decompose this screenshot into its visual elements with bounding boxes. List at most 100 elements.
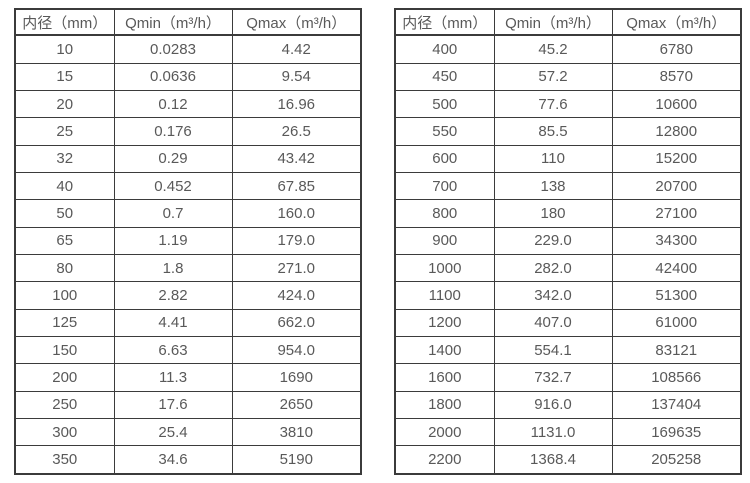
header-qmin: Qmin（m³/h） xyxy=(493,8,613,36)
table-cell: 250 xyxy=(14,390,115,419)
table-cell: 5190 xyxy=(231,445,362,475)
table-cell: 51300 xyxy=(611,281,742,310)
header-diameter: 内径（mm） xyxy=(394,8,495,36)
table-cell: 2200 xyxy=(394,445,495,475)
table-cell: 4.42 xyxy=(231,34,362,64)
header-diameter: 内径（mm） xyxy=(14,8,115,36)
table-cell: 179.0 xyxy=(231,226,362,255)
table-cell: 77.6 xyxy=(493,89,613,119)
table-row: 10 0.0283 4.42 xyxy=(14,34,362,64)
table-row: 300 25.4 3810 xyxy=(14,417,362,447)
table-row: 350 34.6 5190 xyxy=(14,445,362,475)
table-cell: 80 xyxy=(14,253,115,283)
table-cell: 2650 xyxy=(231,390,362,419)
table-cell: 25 xyxy=(14,117,115,146)
table-cell: 12800 xyxy=(611,117,742,146)
table-cell: 25.4 xyxy=(113,417,233,447)
table-row: 450 57.2 8570 xyxy=(394,62,742,91)
table-cell: 0.452 xyxy=(113,171,233,201)
table-cell: 1690 xyxy=(231,363,362,392)
table-cell: 169635 xyxy=(611,417,742,447)
table-cell: 3810 xyxy=(231,417,362,447)
table-cell: 662.0 xyxy=(231,308,362,337)
table-row: 800 180 27100 xyxy=(394,199,742,228)
table-cell: 1.19 xyxy=(113,226,233,255)
table-cell: 4.41 xyxy=(113,308,233,337)
table-row: 100 2.82 424.0 xyxy=(14,281,362,310)
table-cell: 732.7 xyxy=(493,363,613,392)
table-cell: 271.0 xyxy=(231,253,362,283)
table-row: 1200 407.0 61000 xyxy=(394,308,742,337)
table-cell: 205258 xyxy=(611,445,742,475)
table-row: 550 85.5 12800 xyxy=(394,117,742,146)
table-cell: 1131.0 xyxy=(493,417,613,447)
table-cell: 2000 xyxy=(394,417,495,447)
table-cell: 125 xyxy=(14,308,115,337)
table-row: 400 45.2 6780 xyxy=(394,34,742,64)
table-row: 2000 1131.0 169635 xyxy=(394,417,742,447)
header-qmin: Qmin（m³/h） xyxy=(113,8,233,36)
table-cell: 138 xyxy=(493,171,613,201)
table-cell: 10600 xyxy=(611,89,742,119)
flow-table-large-diameters: 内径（mm） Qmin（m³/h） Qmax（m³/h） 400 45.2 6780… xyxy=(394,8,742,475)
table-row: 2200 1368.4 205258 xyxy=(394,445,742,475)
table-row: 25 0.176 26.5 xyxy=(14,117,362,146)
table-cell: 407.0 xyxy=(493,308,613,337)
table-cell: 150 xyxy=(14,335,115,365)
table-cell: 40 xyxy=(14,171,115,201)
table-row: 40 0.452 67.85 xyxy=(14,171,362,201)
header-qmax: Qmax（m³/h） xyxy=(231,8,362,36)
table-cell: 6.63 xyxy=(113,335,233,365)
table-cell: 1.8 xyxy=(113,253,233,283)
table-cell: 15 xyxy=(14,62,115,91)
table-cell: 0.0283 xyxy=(113,34,233,64)
table-cell: 34300 xyxy=(611,226,742,255)
table-row: 1000 282.0 42400 xyxy=(394,253,742,283)
table-row: 500 77.6 10600 xyxy=(394,89,742,119)
table-cell: 42400 xyxy=(611,253,742,283)
table-row: 32 0.29 43.42 xyxy=(14,144,362,173)
table-cell: 108566 xyxy=(611,363,742,392)
table-cell: 1800 xyxy=(394,390,495,419)
table-cell: 65 xyxy=(14,226,115,255)
flow-tables-container: 内径（mm） Qmin（m³/h） Qmax（m³/h） 10 0.0283 4.4… xyxy=(14,8,742,475)
table-cell: 424.0 xyxy=(231,281,362,310)
table-cell: 2.82 xyxy=(113,281,233,310)
table-cell: 0.29 xyxy=(113,144,233,173)
table-cell: 800 xyxy=(394,199,495,228)
table-cell: 6780 xyxy=(611,34,742,64)
table-cell: 0.176 xyxy=(113,117,233,146)
table-row: 20 0.12 16.96 xyxy=(14,89,362,119)
table-body: 400 45.2 6780 450 57.2 8570 500 77.6 10600 550 85.… xyxy=(394,34,742,475)
table-cell: 45.2 xyxy=(493,34,613,64)
table-row: 125 4.41 662.0 xyxy=(14,308,362,337)
header-qmax: Qmax（m³/h） xyxy=(611,8,742,36)
table-cell: 1000 xyxy=(394,253,495,283)
table-cell: 1600 xyxy=(394,363,495,392)
table-cell: 50 xyxy=(14,199,115,228)
table-cell: 100 xyxy=(14,281,115,310)
table-cell: 0.0636 xyxy=(113,62,233,91)
table-cell: 16.96 xyxy=(231,89,362,119)
table-cell: 32 xyxy=(14,144,115,173)
table-cell: 43.42 xyxy=(231,144,362,173)
table-cell: 9.54 xyxy=(231,62,362,91)
table-cell: 500 xyxy=(394,89,495,119)
table-row: 200 11.3 1690 xyxy=(14,363,362,392)
table-cell: 8570 xyxy=(611,62,742,91)
table-cell: 10 xyxy=(14,34,115,64)
table-cell: 0.12 xyxy=(113,89,233,119)
table-cell: 342.0 xyxy=(493,281,613,310)
table-cell: 300 xyxy=(14,417,115,447)
table-row: 700 138 20700 xyxy=(394,171,742,201)
table-cell: 600 xyxy=(394,144,495,173)
table-row: 1100 342.0 51300 xyxy=(394,281,742,310)
table-cell: 83121 xyxy=(611,335,742,365)
table-cell: 1368.4 xyxy=(493,445,613,475)
table-cell: 17.6 xyxy=(113,390,233,419)
table-cell: 180 xyxy=(493,199,613,228)
table-cell: 61000 xyxy=(611,308,742,337)
table-header-row: 内径（mm） Qmin（m³/h） Qmax（m³/h） xyxy=(14,8,362,36)
table-cell: 900 xyxy=(394,226,495,255)
table-row: 50 0.7 160.0 xyxy=(14,199,362,228)
